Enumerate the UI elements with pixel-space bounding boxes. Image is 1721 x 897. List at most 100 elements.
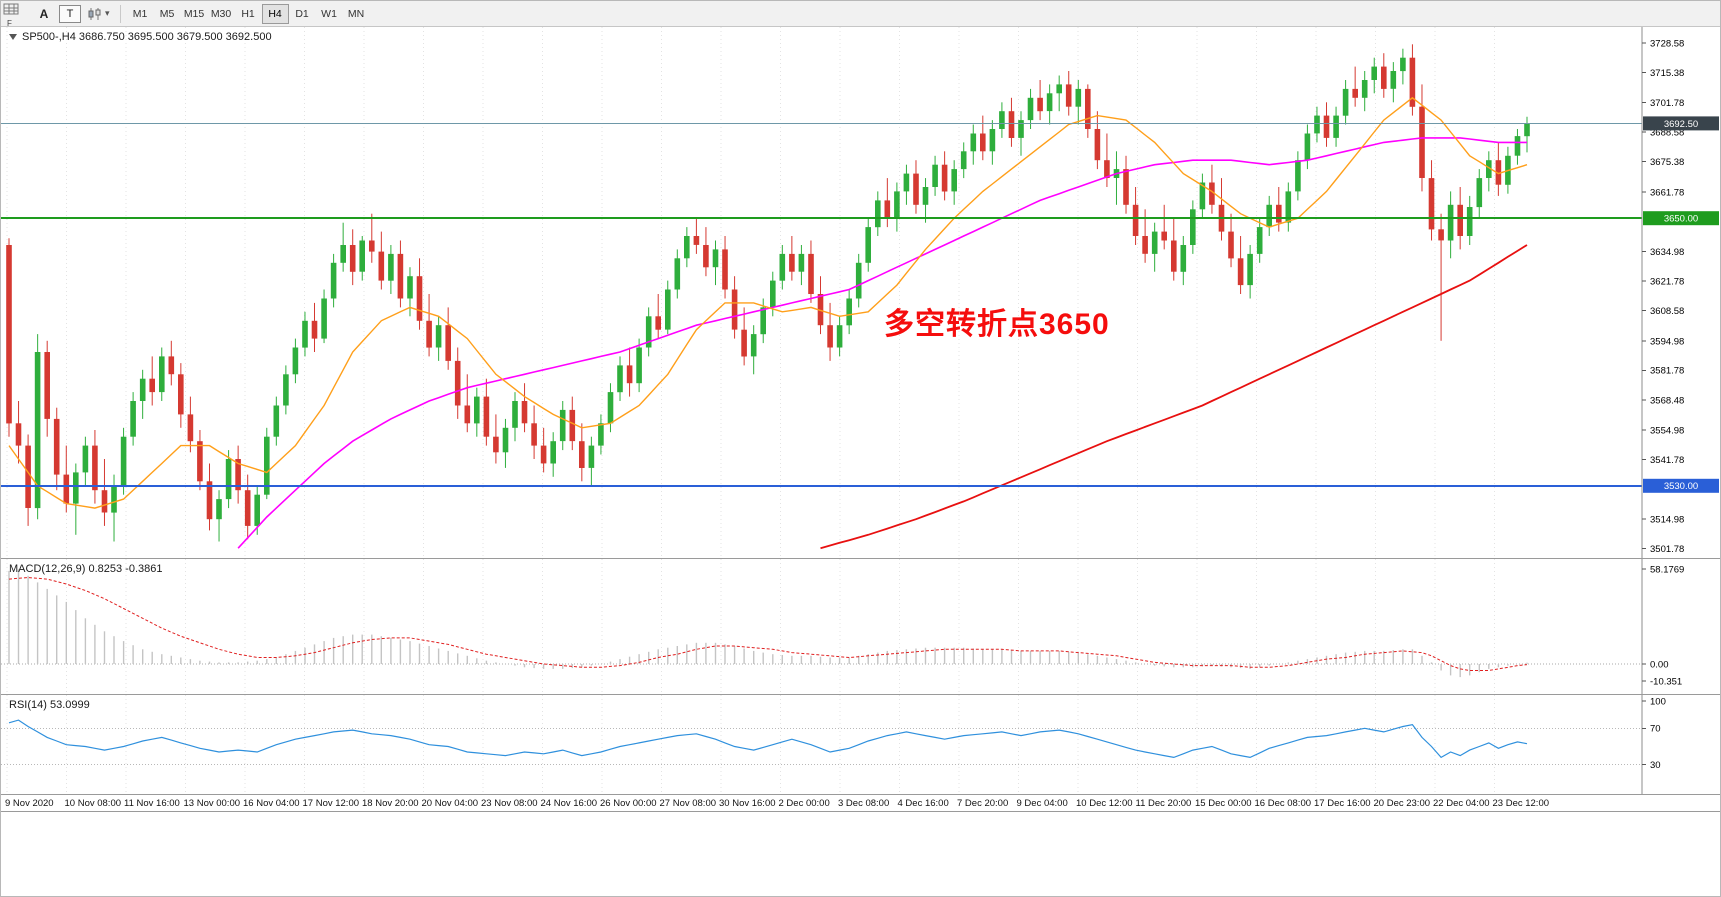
time-label: 22 Dec 04:00 — [1433, 798, 1490, 809]
drawing-tools-dropdown[interactable]: ▾ — [87, 7, 110, 21]
time-label: 23 Nov 08:00 — [481, 798, 538, 809]
svg-text:3608.58: 3608.58 — [1650, 306, 1684, 317]
rsi-label: RSI(14) 53.0999 — [9, 699, 90, 711]
toolbar-separator — [119, 4, 121, 23]
timeframe-button-h1[interactable]: H1 — [235, 4, 262, 24]
vertical-gridlines — [6, 559, 1495, 694]
svg-text:100: 100 — [1650, 696, 1666, 707]
svg-text:-10.351: -10.351 — [1650, 676, 1682, 687]
svg-text:3530.00: 3530.00 — [1664, 481, 1698, 492]
text-tool-button[interactable]: T — [59, 4, 81, 23]
svg-text:3701.78: 3701.78 — [1650, 98, 1684, 109]
ma-fast-line — [8, 96, 1528, 509]
rsi-canvas: 100 70 30 — [1, 695, 1666, 794]
time-label: 17 Nov 12:00 — [302, 798, 360, 809]
svg-text:3514.98: 3514.98 — [1650, 515, 1684, 526]
symbol-dropdown-icon[interactable] — [9, 34, 17, 40]
rsi-panel: 100 70 30 RSI(14) 53.0999 — [1, 694, 1720, 794]
toolbar: F A T ▾ M1 M5 M15 M30 H1 H4 D1 W1 MN — [1, 1, 1720, 28]
vertical-gridlines — [6, 695, 1495, 794]
time-label: 16 Nov 04:00 — [243, 798, 300, 809]
svg-text:3688.58: 3688.58 — [1650, 128, 1684, 139]
svg-text:3675.38: 3675.38 — [1650, 157, 1684, 168]
timeframe-button-w1[interactable]: W1 — [316, 4, 343, 24]
symbol-ohlc-label: SP500-,H4 3686.750 3695.500 3679.500 369… — [9, 31, 272, 43]
price-axis[interactable]: 3728.58 3715.38 3701.78 3688.58 3675.38 3661.… — [1642, 38, 1719, 555]
time-label: 7 Dec 20:00 — [957, 798, 1009, 809]
timeframe-button-m1[interactable]: M1 — [127, 4, 154, 24]
symbol-name: SP500-,H4 — [22, 31, 76, 43]
macd-canvas: 58.1769 0.00 -10.351 — [1, 559, 1684, 694]
macd-label: MACD(12,26,9) 0.8253 -0.3861 — [9, 563, 163, 575]
timeframe-button-h4[interactable]: H4 — [261, 3, 289, 24]
time-label: 11 Dec 20:00 — [1135, 798, 1192, 809]
time-label: 9 Dec 04:00 — [1016, 798, 1068, 809]
time-axis[interactable]: 9 Nov 2020 10 Nov 08:00 11 Nov 16:00 13 Nov… — [1, 794, 1720, 812]
chart-text-annotation: 多空转折点3650 — [884, 308, 1110, 341]
time-label: 20 Dec 23:00 — [1373, 798, 1431, 809]
timeframe-group: M1 M5 M15 M30 H1 H4 D1 W1 MN — [127, 3, 370, 24]
window-grid-icon — [3, 3, 19, 15]
time-label: 24 Nov 16:00 — [540, 798, 598, 809]
svg-text:3594.98: 3594.98 — [1650, 336, 1684, 347]
svg-text:3621.78: 3621.78 — [1650, 277, 1684, 288]
time-label: 15 Dec 00:00 — [1195, 798, 1252, 809]
ma-mid-line — [237, 137, 1527, 549]
hline-price-tag — [1643, 211, 1719, 226]
svg-text:3650.00: 3650.00 — [1664, 214, 1698, 225]
main-chart-panel[interactable]: 3728.58 3715.38 3701.78 3688.58 3675.38 3661.… — [1, 27, 1720, 558]
time-label: 23 Dec 12:00 — [1492, 798, 1550, 809]
bottom-spacer — [1, 812, 1720, 896]
svg-text:58.1769: 58.1769 — [1650, 564, 1684, 575]
time-label: 26 Nov 00:00 — [600, 798, 657, 809]
time-label: 17 Dec 16:00 — [1314, 798, 1371, 809]
svg-text:70: 70 — [1650, 724, 1661, 735]
ma-slow-line — [820, 244, 1528, 550]
time-label: 3 Dec 08:00 — [838, 798, 890, 809]
svg-text:3501.78: 3501.78 — [1650, 544, 1684, 555]
svg-text:3661.78: 3661.78 — [1650, 187, 1684, 198]
candles-layer — [6, 44, 1530, 542]
arrow-label-tool-button[interactable]: A — [33, 4, 55, 24]
timeframe-button-m5[interactable]: M5 — [154, 4, 181, 24]
ohlc-values: 3686.750 3695.500 3679.500 3692.500 — [78, 31, 272, 43]
time-label: 27 Nov 08:00 — [659, 798, 717, 809]
svg-text:3634.98: 3634.98 — [1650, 247, 1684, 258]
timeframe-button-mn[interactable]: MN — [343, 4, 370, 24]
svg-text:3581.78: 3581.78 — [1650, 366, 1684, 377]
svg-text:3568.48: 3568.48 — [1650, 395, 1684, 406]
svg-text:3554.98: 3554.98 — [1650, 426, 1684, 437]
time-label: 4 Dec 16:00 — [897, 798, 949, 809]
time-label: 9 Nov 2020 — [5, 798, 54, 809]
macd-panel: 58.1769 0.00 -10.351 MACD(12,26,9) 0.8253 … — [1, 558, 1720, 694]
svg-text:3715.38: 3715.38 — [1650, 68, 1684, 79]
svg-text:30: 30 — [1650, 760, 1661, 771]
main-chart-canvas[interactable]: 3728.58 3715.38 3701.78 3688.58 3675.38 3661.… — [1, 27, 1721, 558]
rsi-line — [8, 719, 1528, 759]
macd-signal-line — [8, 576, 1528, 671]
time-label: 30 Nov 16:00 — [719, 798, 776, 809]
chart-grid-corner[interactable]: F — [3, 2, 27, 28]
macd-histogram — [8, 569, 1528, 678]
time-label: 20 Nov 04:00 — [421, 798, 479, 809]
time-label: 13 Nov 00:00 — [183, 798, 241, 809]
chevron-down-icon: ▾ — [105, 8, 110, 18]
timeframe-button-d1[interactable]: D1 — [289, 4, 316, 24]
time-label: 10 Dec 12:00 — [1076, 798, 1133, 809]
timeframe-button-m15[interactable]: M15 — [181, 4, 208, 24]
svg-text:0.00: 0.00 — [1650, 659, 1669, 670]
time-label: 2 Dec 00:00 — [778, 798, 830, 809]
time-label: 16 Dec 08:00 — [1254, 798, 1312, 809]
svg-text:3541.78: 3541.78 — [1650, 455, 1684, 466]
timeframe-button-m30[interactable]: M30 — [208, 4, 235, 24]
time-label: 11 Nov 16:00 — [124, 798, 180, 809]
time-label: 18 Nov 20:00 — [362, 798, 419, 809]
current-price-tag — [1643, 116, 1719, 131]
svg-text:3692.50: 3692.50 — [1664, 119, 1698, 130]
candlestick-icon — [88, 7, 101, 20]
hline-price-tag — [1643, 478, 1719, 493]
svg-text:3728.58: 3728.58 — [1650, 38, 1684, 49]
corner-letter: F — [7, 19, 12, 28]
time-label: 10 Nov 08:00 — [64, 798, 122, 809]
